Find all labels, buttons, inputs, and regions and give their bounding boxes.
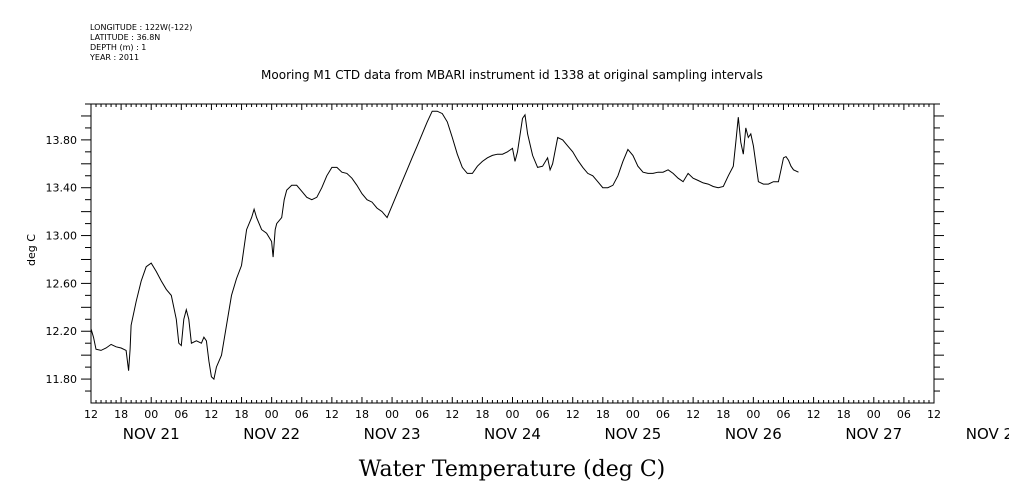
depth-label: DEPTH (m) : 1: [90, 43, 146, 52]
x-hour-label: 12: [84, 408, 98, 421]
year-label: YEAR : 2011: [89, 53, 139, 62]
x-day-label: NOV 23: [364, 425, 421, 443]
y-tick-label: 11.80: [46, 373, 78, 386]
y-axis-label: deg C: [25, 234, 38, 266]
x-hour-label: 12: [445, 408, 459, 421]
x-day-label: NOV 24: [484, 425, 541, 443]
x-hour-label: 00: [746, 408, 760, 421]
x-hour-label: 06: [536, 408, 550, 421]
x-hour-label: 12: [566, 408, 580, 421]
axis-ticks: [81, 103, 944, 403]
x-day-label: NOV 21: [123, 425, 180, 443]
x-hour-label: 06: [174, 408, 188, 421]
x-hour-label: 18: [355, 408, 369, 421]
longitude-label: LONGITUDE : 122W(-122): [90, 23, 192, 32]
temperature-series-line: [90, 110, 799, 381]
x-hour-label: 00: [506, 408, 520, 421]
latitude-label: LATITUDE : 36.8N: [90, 33, 160, 42]
y-tick-label: 12.20: [46, 325, 78, 338]
x-hour-label: 12: [927, 408, 941, 421]
x-day-label: NOV 25: [604, 425, 661, 443]
x-day-label: NOV 28: [966, 425, 1009, 443]
x-hour-label: 12: [204, 408, 218, 421]
y-tick-labels: 11.80 12.20 12.60 13.00 13.40 13.80: [46, 134, 78, 386]
x-hour-label: 18: [475, 408, 489, 421]
x-hour-label: 06: [656, 408, 670, 421]
chart-bottom-title: Water Temperature (deg C): [359, 457, 666, 482]
x-hour-label: 00: [144, 408, 158, 421]
x-hour-label: 18: [596, 408, 610, 421]
x-hour-label: 00: [626, 408, 640, 421]
y-tick-label: 13.00: [46, 230, 78, 243]
chart-title: Mooring M1 CTD data from MBARI instrumen…: [261, 68, 763, 82]
x-hour-label: 06: [776, 408, 790, 421]
x-hour-label: 18: [837, 408, 851, 421]
y-tick-label: 12.60: [46, 277, 78, 290]
x-day-label: NOV 27: [845, 425, 902, 443]
x-day-label: NOV 26: [725, 425, 782, 443]
x-hour-label: 12: [325, 408, 339, 421]
x-hour-labels: 12 18 00 06 12 18 00 06 12 18 00 06 12 18 00 06 12 18 00 06…: [84, 408, 941, 421]
metadata-block: LONGITUDE : 122W(-122) LATITUDE : 36.8N …: [89, 23, 192, 62]
x-hour-label: 12: [686, 408, 700, 421]
x-hour-label: 00: [867, 408, 881, 421]
x-day-labels: NOV 21 NOV 22 NOV 23 NOV 24 NOV 25 NOV 26 NOV …: [123, 425, 1009, 443]
x-hour-label: 00: [385, 408, 399, 421]
x-hour-label: 06: [897, 408, 911, 421]
x-hour-label: 18: [716, 408, 730, 421]
x-day-label: NOV 22: [243, 425, 300, 443]
x-hour-label: 12: [807, 408, 821, 421]
x-hour-label: 00: [265, 408, 279, 421]
x-hour-label: 18: [235, 408, 249, 421]
x-hour-label: 18: [114, 408, 128, 421]
y-tick-label: 13.80: [46, 134, 78, 147]
x-hour-label: 06: [295, 408, 309, 421]
x-hour-label: 06: [415, 408, 429, 421]
y-tick-label: 13.40: [46, 182, 78, 195]
